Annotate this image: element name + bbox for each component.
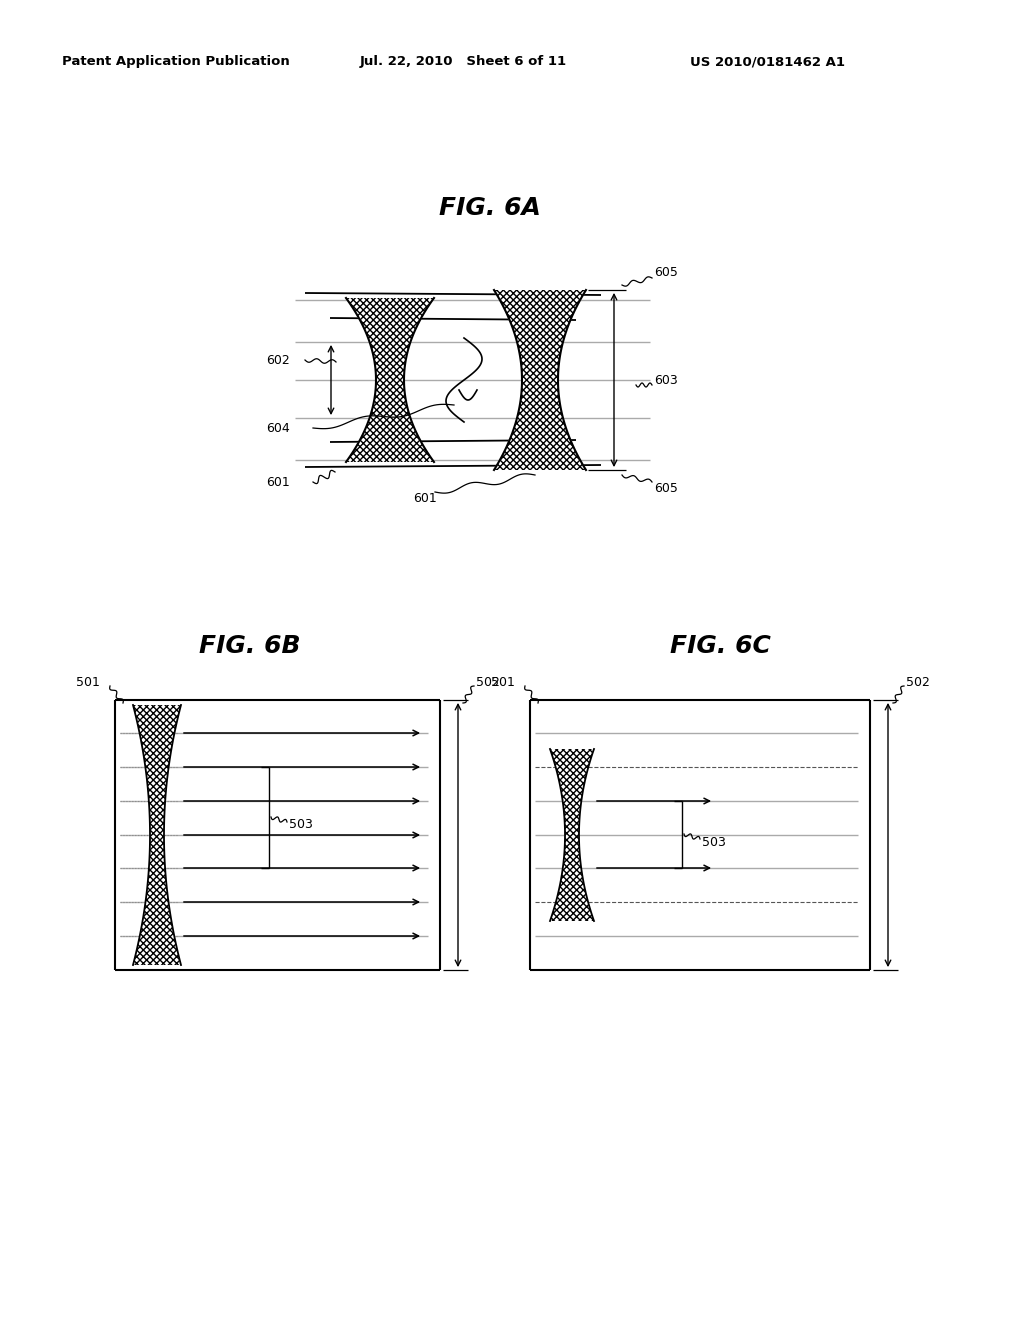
Text: 601: 601 <box>413 492 437 506</box>
Polygon shape <box>133 705 181 965</box>
Text: FIG. 6C: FIG. 6C <box>670 634 770 657</box>
Polygon shape <box>346 298 434 462</box>
Text: 601: 601 <box>266 475 290 488</box>
Text: 501: 501 <box>492 676 515 689</box>
Text: 503: 503 <box>702 836 726 849</box>
Polygon shape <box>550 748 594 921</box>
Text: 602: 602 <box>266 354 290 367</box>
Text: 503: 503 <box>289 818 313 832</box>
Text: 603: 603 <box>654 374 678 387</box>
Text: US 2010/0181462 A1: US 2010/0181462 A1 <box>690 55 845 69</box>
Text: FIG. 6B: FIG. 6B <box>200 634 301 657</box>
Text: 605: 605 <box>654 482 678 495</box>
Text: Patent Application Publication: Patent Application Publication <box>62 55 290 69</box>
Text: 502: 502 <box>476 676 500 689</box>
Text: 605: 605 <box>654 265 678 279</box>
Text: 502: 502 <box>906 676 930 689</box>
Text: Jul. 22, 2010   Sheet 6 of 11: Jul. 22, 2010 Sheet 6 of 11 <box>360 55 567 69</box>
Text: 604: 604 <box>266 421 290 434</box>
Polygon shape <box>494 290 586 470</box>
Text: FIG. 6A: FIG. 6A <box>439 195 541 220</box>
Text: 501: 501 <box>76 676 100 689</box>
